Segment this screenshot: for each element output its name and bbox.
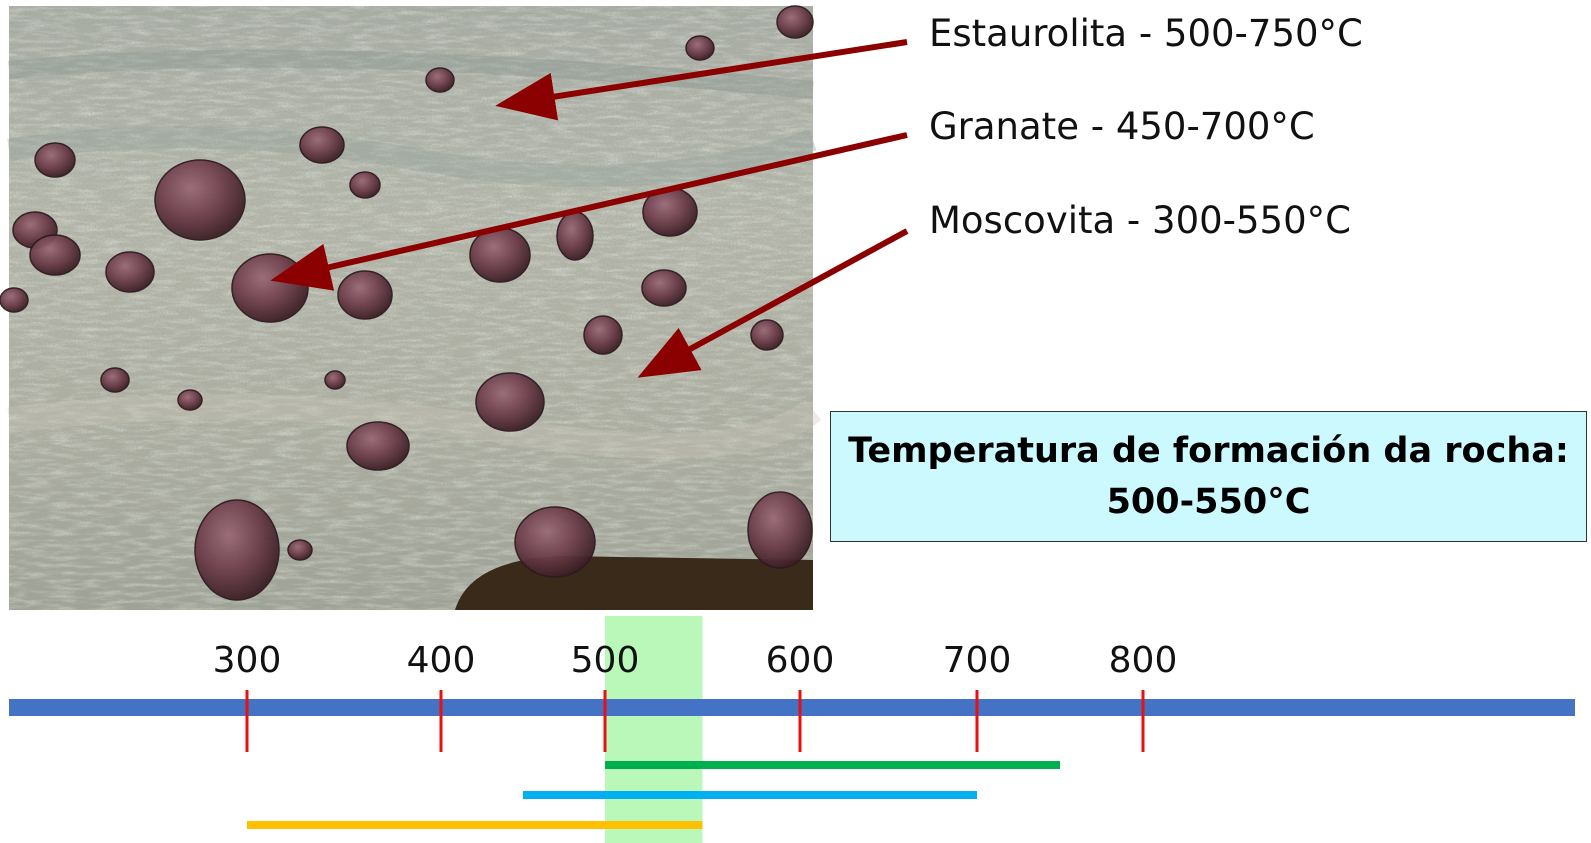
garnet-crystal [100, 367, 130, 393]
arrow-granate [270, 132, 908, 291]
label-arrows [270, 39, 909, 378]
range-bar-estaurolita [605, 761, 1060, 769]
garnet-crystal [34, 142, 76, 178]
garnet-crystal [324, 370, 346, 390]
garnet-crystal [556, 211, 594, 261]
garnet-crystal [299, 126, 345, 164]
garnet-crystal [641, 269, 687, 307]
garnet-crystals [0, 5, 814, 601]
mineral-range-bars [247, 761, 1060, 829]
garnet-crystal [685, 35, 715, 61]
garnet-crystal [337, 270, 393, 320]
temperature-axis: 300 400 500 600 700 800 [9, 640, 1575, 752]
garnet-crystal [514, 506, 596, 578]
result-range: 500-550°C [1106, 481, 1311, 522]
axis-tick-label: 600 [766, 640, 835, 681]
axis-tick-label: 700 [943, 640, 1012, 681]
garnet-crystal [583, 315, 623, 355]
garnet-crystal [425, 67, 455, 93]
arrow-estaurolita [495, 39, 908, 121]
result-box: Temperatura de formación da rocha: 500-5… [830, 411, 1587, 542]
garnet-crystal [194, 499, 280, 601]
garnet-crystal [750, 319, 784, 351]
arrow-moscovita [637, 228, 909, 378]
axis-tick-label: 800 [1109, 640, 1178, 681]
result-title: Temperatura de formación da rocha: [848, 430, 1569, 471]
label-moscovita: Moscovita - 300-550°C [929, 199, 1351, 242]
result-highlight-band [605, 616, 703, 843]
rock-photo [0, 5, 822, 610]
rock-shadow [455, 556, 813, 610]
garnet-crystal [747, 491, 813, 569]
label-granate: Granate - 450-700°C [929, 105, 1315, 148]
axis-tick-label: 300 [213, 640, 282, 681]
garnet-crystal [349, 171, 381, 199]
garnet-crystal [231, 253, 309, 323]
garnet-crystal [105, 251, 155, 293]
range-bar-moscovita [247, 821, 703, 829]
garnet-crystal [29, 234, 81, 276]
range-bar-granate [523, 791, 977, 799]
garnet-crystal [287, 539, 313, 561]
garnet-crystal [475, 372, 545, 432]
garnet-crystal [346, 421, 410, 471]
garnet-crystal [776, 5, 814, 39]
garnet-crystal [469, 227, 531, 283]
label-estaurolita: Estaurolita - 500-750°C [929, 12, 1363, 55]
garnet-crystal [177, 389, 203, 411]
axis-tick-label: 400 [407, 640, 476, 681]
axis-line [9, 699, 1575, 716]
garnet-crystal [0, 287, 29, 313]
axis-tick-label: 500 [571, 640, 640, 681]
garnet-crystal [154, 159, 246, 241]
